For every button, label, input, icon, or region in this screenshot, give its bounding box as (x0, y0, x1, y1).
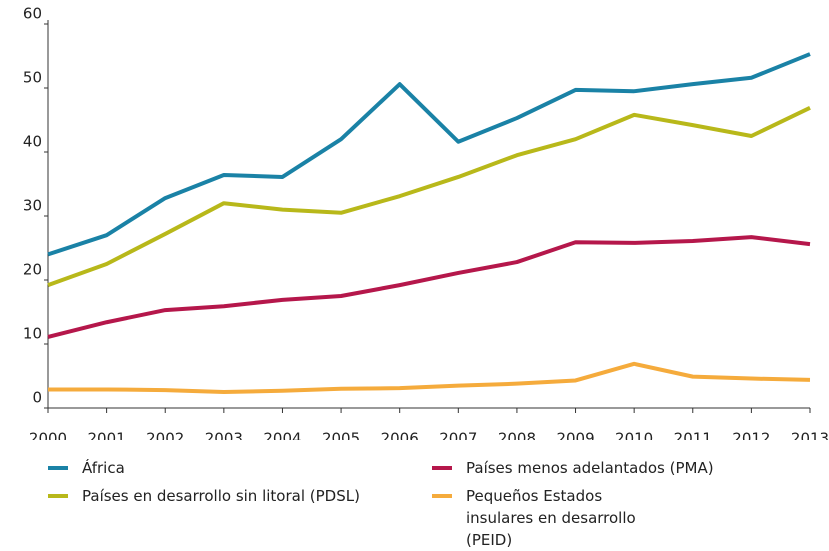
legend-swatch (432, 466, 452, 470)
series-line (48, 361, 811, 394)
x-tick-label: 2012 (732, 430, 770, 441)
legend-label: Países en desarrollo sin litoral (PDSL) (82, 487, 360, 505)
series-line (47, 235, 811, 339)
x-tick-label: 2013 (791, 430, 829, 441)
legend-item: África (48, 457, 348, 479)
x-tick-label: 2005 (322, 430, 360, 441)
legend-item: Países en desarrollo sin litoral (PDSL) (48, 485, 408, 507)
y-tick-label: 40 (23, 133, 42, 151)
x-tick-label: 2011 (674, 430, 712, 441)
legend-label: África (82, 459, 125, 477)
series-line (47, 52, 811, 257)
x-tick-label: 2000 (29, 430, 67, 441)
series-line (47, 106, 811, 288)
x-tick-label: 2002 (146, 430, 184, 441)
legend-swatch (48, 494, 68, 498)
y-tick-label: 10 (23, 325, 42, 343)
x-tick-label: 2007 (439, 430, 477, 441)
x-tick-label: 2009 (556, 430, 594, 441)
legend-swatch (432, 494, 452, 498)
y-tick-label: 50 (23, 69, 42, 87)
legend-label: Pequeños Estados insulares en desarrollo… (466, 487, 636, 549)
legend-item: Países menos adelantados (PMA) (432, 457, 792, 479)
y-tick-label: 30 (23, 197, 42, 215)
legend-label: Países menos adelantados (PMA) (466, 459, 714, 477)
legend-swatch (48, 466, 68, 470)
legend-item: Pequeños Estados insulares en desarrollo… (432, 485, 672, 551)
y-tick-label: 20 (23, 261, 42, 279)
x-tick-label: 2001 (88, 430, 126, 441)
x-tick-label: 2006 (381, 430, 419, 441)
x-tick-label: 2003 (205, 430, 243, 441)
y-tick-label: 0 (32, 389, 42, 407)
x-tick-label: 2008 (498, 430, 536, 441)
y-tick-label: 60 (23, 5, 42, 23)
chart: 0 10 20 30 40 50 60 2000 2001 2002 2003 2004 2005 200… (23, 5, 829, 441)
x-tick-label: 2004 (263, 430, 301, 441)
x-tick-label: 2010 (615, 430, 653, 441)
